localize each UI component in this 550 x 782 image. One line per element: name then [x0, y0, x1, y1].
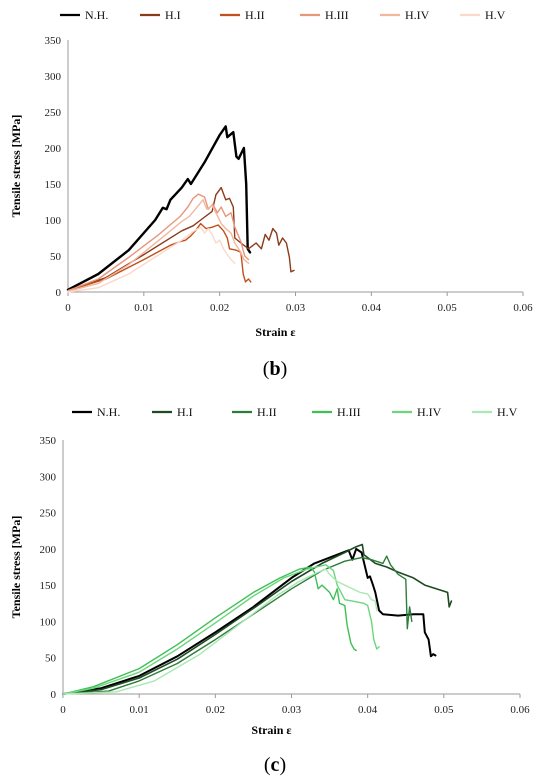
panel-c-x-tick-label: 0 [60, 704, 66, 716]
panel-b-y-tick-label: 200 [45, 143, 62, 155]
panel-b-y-axis-title: Tensile stress [MPa] [9, 115, 23, 218]
panel-c-panel-label: (c) [264, 754, 286, 776]
panel-b-series-h-i [67, 186, 295, 292]
panel-c-x-tick-label: 0.02 [206, 704, 225, 716]
panel-b-x-tick-label: 0.03 [286, 302, 306, 314]
panel-c-series-n-h [62, 547, 437, 695]
panel-c-y-tick-label: 350 [40, 435, 57, 447]
panel-c-series-h-ii [62, 555, 413, 695]
panel-c-x-tick-label: 0.06 [510, 704, 530, 716]
panel-b-y-tick-label: 300 [45, 71, 62, 83]
panel-b-x-tick-label: 0.02 [210, 302, 229, 314]
panel-c-x-tick-label: 0.04 [358, 704, 378, 716]
panel-c-y-tick-label: 300 [40, 471, 57, 483]
panel-b-legend-label: H.II [245, 8, 265, 22]
panel-b-panel-label: (b) [263, 358, 287, 380]
panel-c-legend-label: H.I [177, 405, 193, 419]
panel-c-series-h-iv [62, 564, 380, 695]
panel-c-x-tick-label: 0.01 [130, 704, 149, 716]
panel-b-x-tick-label: 0.04 [362, 302, 382, 314]
panel-c-legend-label: H.III [337, 405, 361, 419]
panel-b-x-axis-title: Strain ε [255, 325, 295, 339]
panel-c-legend-label: H.II [257, 405, 277, 419]
panel-c-y-tick-label: 200 [40, 544, 57, 556]
panel-b-y-tick-label: 0 [56, 287, 62, 299]
panel-b-legend-label: H.IV [405, 8, 430, 22]
panel-b-legend-label: H.I [165, 8, 181, 22]
panel-c-series-h-i [62, 543, 453, 695]
panel-c-y-tick-label: 50 [45, 653, 57, 665]
panel-c-series-h-iii [62, 566, 357, 695]
panel-b-y-tick-label: 250 [45, 107, 62, 119]
panel-b-legend-label: H.III [325, 8, 349, 22]
panel-c-series-h-v [62, 568, 378, 695]
panel-b-legend-label: H.V [485, 8, 506, 22]
panel-b-series-h-iii [67, 193, 250, 292]
panel-c-y-axis-title: Tensile stress [MPa] [9, 516, 23, 619]
panel-b-x-tick-label: 0 [65, 302, 71, 314]
panel-b-legend-label: N.H. [85, 8, 108, 22]
panel-b-series-h-v [67, 226, 236, 293]
panel-b-series-n-h [66, 125, 252, 291]
panel-b-y-tick-label: 150 [45, 179, 62, 191]
panel-b-series-h-iv [67, 199, 250, 292]
panel-c-x-tick-label: 0.03 [282, 704, 302, 716]
panel-b-series-h-ii [67, 222, 252, 292]
panel-c-y-tick-label: 100 [40, 616, 57, 628]
panel-b-x-tick-label: 0.05 [438, 302, 458, 314]
panel-b-x-tick-label: 0.01 [134, 302, 153, 314]
panel-c-legend-label: H.V [497, 405, 518, 419]
panel-b-x-tick-label: 0.06 [513, 302, 533, 314]
panel-c-legend-label: N.H. [97, 405, 120, 419]
panel-c-y-tick-label: 0 [51, 689, 57, 701]
panel-c-x-axis-title: Strain ε [251, 723, 291, 737]
panel-c-y-tick-label: 250 [40, 508, 57, 520]
panel-c-y-tick-label: 150 [40, 580, 57, 592]
panel-c-x-tick-label: 0.05 [434, 704, 454, 716]
panel-b-y-tick-label: 50 [50, 251, 62, 263]
panel-c-legend-label: H.IV [417, 405, 442, 419]
panel-b-y-tick-label: 100 [45, 215, 62, 227]
panel-b-y-tick-label: 350 [45, 35, 62, 47]
